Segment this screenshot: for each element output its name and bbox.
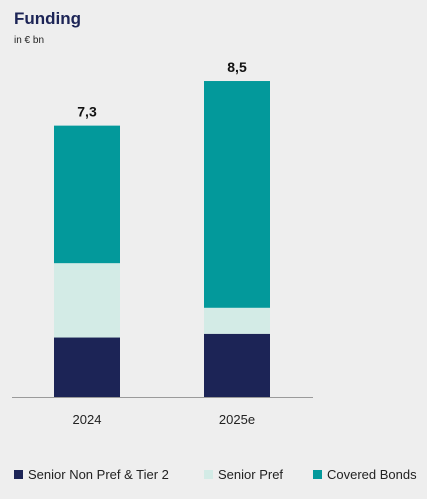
legend-label-senior-non-pref: Senior Non Pref & Tier 2 [28, 467, 169, 482]
chart-title: Funding [14, 9, 82, 28]
total-label-2024: 7,3 [77, 104, 97, 120]
legend-item-senior-non-pref: Senior Non Pref & Tier 2 [14, 467, 169, 482]
x-tick-label-2025e: 2025e [219, 412, 255, 427]
chart-subtitle: in € bn [14, 35, 45, 46]
bar-segment-senior-non-pref-2025e [204, 333, 270, 397]
bar-segment-covered-bonds-2024 [54, 125, 120, 264]
legend-swatch-covered-bonds [313, 470, 322, 479]
legend-item-covered-bonds: Covered Bonds [313, 467, 417, 482]
chart-legend: Senior Non Pref & Tier 2 Senior Pref Cov… [0, 467, 427, 489]
x-tick-label-2024: 2024 [73, 412, 102, 427]
legend-item-senior-pref: Senior Pref [204, 467, 283, 482]
total-label-2025e: 8,5 [227, 59, 247, 75]
legend-label-covered-bonds: Covered Bonds [327, 467, 417, 482]
stacked-bar-chart: 7,3 2024 8,5 2025e [12, 59, 313, 427]
bar-segment-senior-non-pref-2024 [54, 337, 120, 397]
bar-segment-senior-pref-2025e [204, 307, 270, 334]
legend-swatch-senior-pref [204, 470, 213, 479]
bar-segment-senior-pref-2024 [54, 263, 120, 338]
bar-segment-covered-bonds-2025e [204, 81, 270, 308]
legend-label-senior-pref: Senior Pref [218, 467, 284, 482]
legend-swatch-senior-non-pref [14, 470, 23, 479]
